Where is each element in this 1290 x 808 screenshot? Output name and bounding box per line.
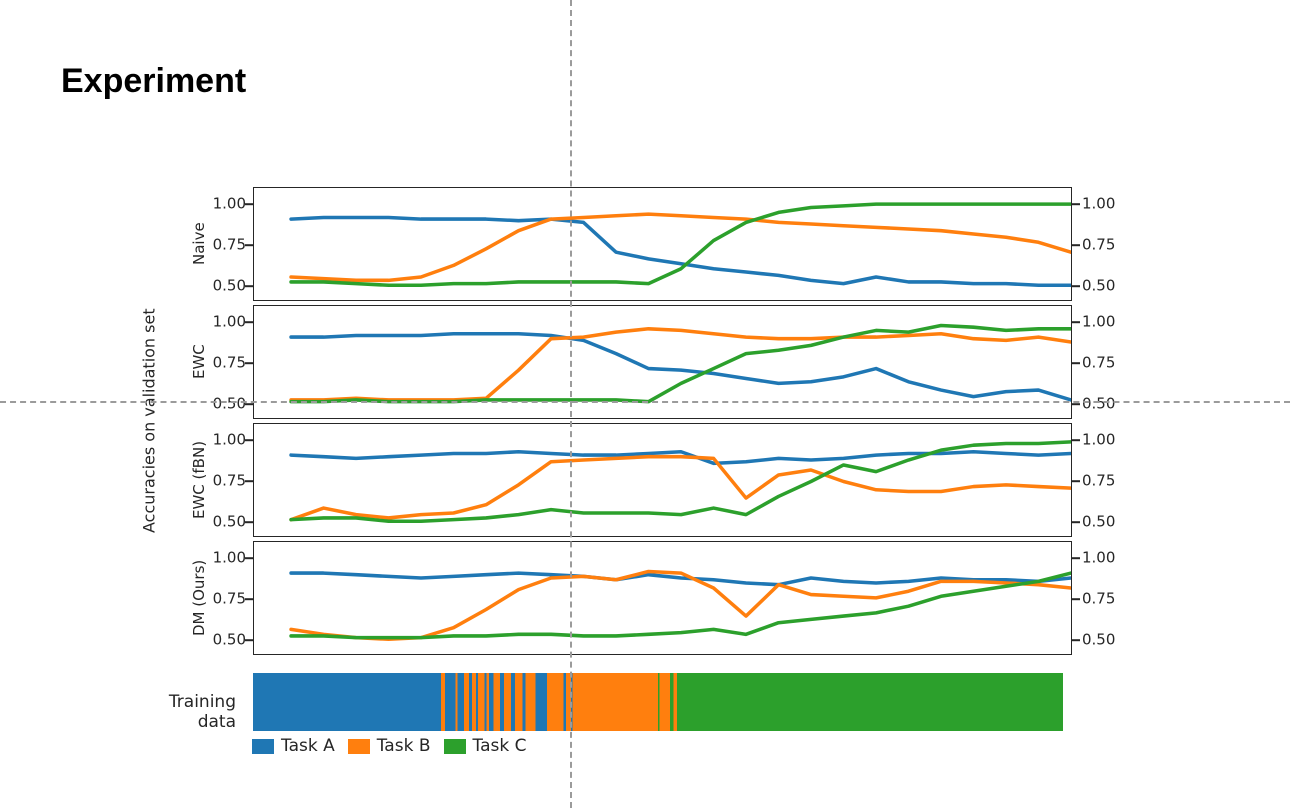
y-tick-mark — [245, 203, 253, 205]
y-tick-label: 1.00 — [1082, 430, 1116, 449]
y-tick-label: 0.50 — [1082, 394, 1116, 413]
y-tick-label: 0.75 — [212, 471, 246, 490]
y-tick-mark — [245, 639, 253, 641]
legend-label: Task B — [376, 736, 431, 756]
y-tick-mark — [245, 521, 253, 523]
line-chart-ewc-fbn — [289, 440, 1071, 524]
y-tick-mark — [245, 244, 253, 246]
subplot-dm-ours: DM (Ours) 1.00 1.00 0.75 0.75 0.50 0.50 — [190, 541, 1115, 655]
training-bar-segment-0 — [253, 673, 425, 731]
crosshair-horizontal-line — [0, 401, 1290, 403]
y-tick-mark — [1072, 203, 1080, 205]
training-bar-segment-3 — [648, 673, 687, 731]
y-tick-mark — [1072, 598, 1080, 600]
y-tick-mark — [1072, 321, 1080, 323]
crosshair-vertical-line — [570, 0, 572, 808]
y-tick-mark — [245, 598, 253, 600]
training-bar-segment-1 — [424, 673, 573, 731]
series-line-task-b — [289, 454, 1071, 522]
y-tick-mark — [245, 557, 253, 559]
y-tick-label: 1.00 — [212, 312, 246, 331]
task-a-swatch — [252, 739, 274, 754]
training-data-bar — [253, 673, 1063, 731]
y-tick-label: 1.00 — [212, 194, 246, 213]
y-tick-label: 0.50 — [1082, 276, 1116, 295]
y-tick-label: 0.75 — [212, 235, 246, 254]
y-tick-mark — [245, 362, 253, 364]
y-tick-label: 0.50 — [212, 512, 246, 531]
task-b-swatch — [347, 739, 370, 754]
y-tick-mark — [1072, 403, 1080, 405]
y-tick-mark — [1072, 557, 1080, 559]
y-tick-mark — [1072, 244, 1080, 246]
y-tick-label: 0.50 — [212, 630, 246, 649]
y-tick-label: 0.50 — [212, 394, 246, 413]
page-title: Experiment — [61, 62, 247, 100]
y-tick-label: 0.75 — [1082, 235, 1116, 254]
y-tick-mark — [245, 439, 253, 441]
training-data-label: Training data — [168, 692, 236, 732]
legend-item-task-b: Task B — [347, 736, 431, 756]
y-tick-mark — [1072, 639, 1080, 641]
series-line-task-b — [289, 327, 1071, 402]
line-chart-naive — [289, 202, 1071, 288]
series-line-task-a — [289, 571, 1071, 587]
y-tick-label: 1.00 — [212, 548, 246, 567]
y-tick-label: 0.75 — [212, 589, 246, 608]
y-tick-label: 1.00 — [212, 430, 246, 449]
subplot-naive: Naive 1.00 1.00 0.75 0.75 0.50 0.50 — [190, 187, 1115, 301]
legend-item-task-c: Task C — [443, 736, 527, 756]
y-tick-mark — [1072, 521, 1080, 523]
series-line-task-c — [289, 571, 1071, 640]
subplot-ewc-fbn: EWC (fBN) 1.00 1.00 0.75 0.75 0.50 0.50 — [190, 423, 1115, 537]
training-bar-segment-4 — [686, 673, 1063, 731]
y-tick-mark — [245, 285, 253, 287]
y-tick-label: 0.50 — [1082, 630, 1116, 649]
series-line-task-c — [289, 440, 1071, 524]
y-tick-label: 0.75 — [1082, 589, 1116, 608]
y-tick-mark — [245, 403, 253, 405]
y-tick-mark — [1072, 439, 1080, 441]
y-tick-label: 1.00 — [1082, 312, 1116, 331]
task-legend: Task A Task B Task C — [252, 738, 526, 755]
y-tick-label: 1.00 — [1082, 548, 1116, 567]
task-c-swatch — [443, 739, 466, 754]
legend-label: Task C — [472, 736, 527, 756]
y-tick-label: 0.50 — [1082, 512, 1116, 531]
series-line-task-b — [289, 212, 1071, 283]
series-line-task-a — [289, 215, 1071, 288]
y-tick-label: 1.00 — [1082, 194, 1116, 213]
training-bar-segment-2 — [572, 673, 649, 731]
y-tick-mark — [1072, 480, 1080, 482]
y-tick-label: 0.75 — [1082, 471, 1116, 490]
line-chart-dm-ours — [289, 569, 1071, 642]
y-tick-mark — [245, 321, 253, 323]
series-line-task-b — [289, 569, 1071, 642]
y-axis-label: Accuracies on validation set — [139, 308, 159, 534]
y-tick-mark — [1072, 285, 1080, 287]
y-tick-label: 0.75 — [212, 353, 246, 372]
series-line-task-a — [289, 331, 1071, 402]
series-line-task-c — [289, 202, 1071, 288]
series-line-task-a — [289, 449, 1071, 466]
y-tick-label: 0.50 — [212, 276, 246, 295]
y-tick-mark — [245, 480, 253, 482]
y-tick-label: 0.75 — [1082, 353, 1116, 372]
y-tick-mark — [1072, 362, 1080, 364]
legend-item-task-a: Task A — [252, 738, 335, 755]
legend-label: Task A — [281, 736, 335, 756]
